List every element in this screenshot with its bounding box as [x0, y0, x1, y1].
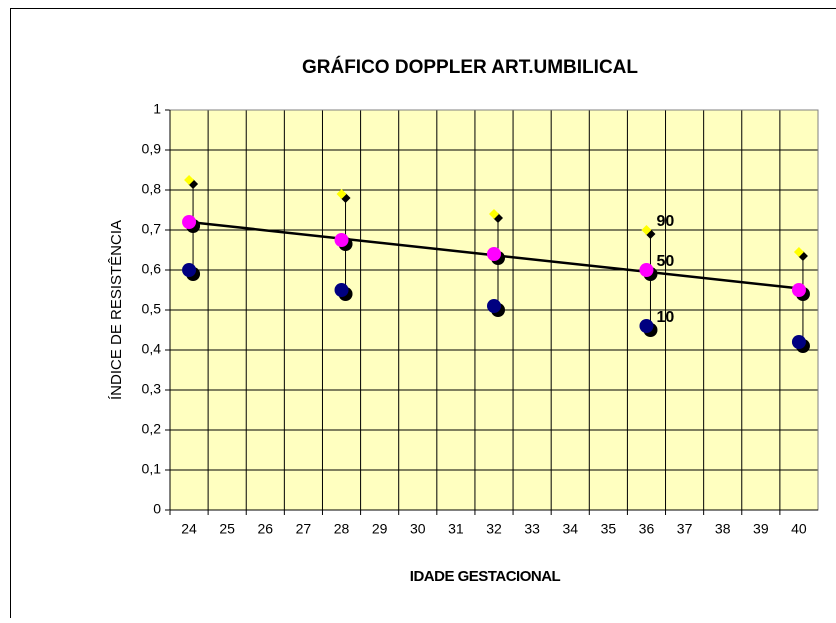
x-tick-label: 29 [372, 521, 388, 537]
x-tick-label: 26 [258, 521, 274, 537]
y-tick-label: 1 [153, 101, 161, 117]
y-tick-label: 0,6 [142, 261, 162, 277]
marker [335, 233, 349, 247]
annotation: 90 [656, 213, 674, 230]
x-tick-label: 35 [601, 521, 617, 537]
x-tick-label: 24 [181, 521, 197, 537]
y-tick-label: 0,4 [142, 341, 162, 357]
marker [335, 283, 349, 297]
x-axis-label: IDADE GESTACIONAL [410, 568, 561, 585]
y-tick-label: 0,3 [142, 381, 162, 397]
y-tick-label: 0,1 [142, 461, 162, 477]
y-tick-label: 0,7 [142, 221, 162, 237]
marker [182, 263, 196, 277]
x-tick-label: 27 [296, 521, 312, 537]
x-tick-label: 37 [677, 521, 693, 537]
x-tick-label: 30 [410, 521, 426, 537]
y-tick-label: 0,9 [142, 141, 162, 157]
marker [487, 247, 501, 261]
marker [487, 299, 501, 313]
y-tick-label: 0,5 [142, 301, 162, 317]
y-tick-label: 0,8 [142, 181, 162, 197]
marker [639, 319, 653, 333]
x-tick-label: 39 [753, 521, 769, 537]
x-tick-label: 34 [562, 521, 578, 537]
annotation: 50 [656, 253, 674, 270]
x-tick-label: 36 [639, 521, 655, 537]
y-tick-label: 0,2 [142, 421, 162, 437]
y-axis-label: ÍNDICE DE RESISTÊNCIA [108, 220, 125, 400]
x-tick-label: 40 [791, 521, 807, 537]
chart-title: GRÁFICO DOPPLER ART.UMBILICAL [302, 56, 638, 78]
x-tick-label: 25 [219, 521, 235, 537]
marker [792, 335, 806, 349]
y-tick-label: 0 [153, 501, 161, 517]
x-tick-label: 31 [448, 521, 464, 537]
annotation: 10 [656, 309, 674, 326]
x-tick-label: 28 [334, 521, 350, 537]
x-tick-label: 32 [486, 521, 502, 537]
marker [639, 263, 653, 277]
marker [182, 215, 196, 229]
marker [792, 283, 806, 297]
x-tick-label: 38 [715, 521, 731, 537]
x-tick-label: 33 [524, 521, 540, 537]
